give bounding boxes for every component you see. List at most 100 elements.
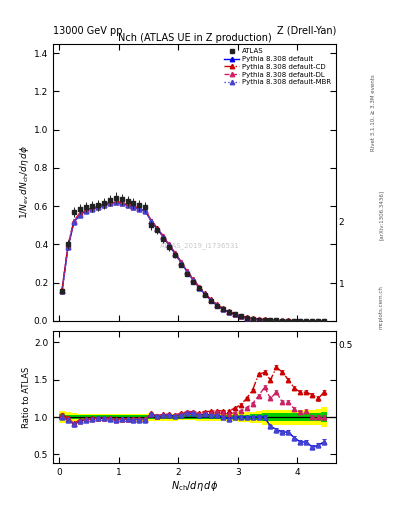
Pythia 8.308 default <box>292 317 297 324</box>
Pythia 8.308 default-MBR <box>232 311 237 317</box>
Bar <box>226 413 232 421</box>
Pythia 8.308 default <box>131 204 136 210</box>
Pythia 8.308 default-CD <box>125 201 130 207</box>
Pythia 8.308 default-DL <box>310 318 314 324</box>
Pythia 8.308 default-MBR <box>220 306 225 312</box>
Pythia 8.308 default-DL <box>304 317 309 324</box>
Pythia 8.308 default-CD <box>113 198 118 204</box>
Pythia 8.308 default-DL <box>316 318 321 324</box>
Pythia 8.308 default-DL <box>203 290 208 296</box>
Pythia 8.308 default-CD <box>137 205 142 211</box>
Pythia 8.308 default-MBR <box>131 204 136 210</box>
Pythia 8.308 default-DL <box>209 296 213 303</box>
Bar <box>166 414 172 420</box>
Bar <box>274 413 279 421</box>
Pythia 8.308 default-DL <box>95 203 100 209</box>
Bar <box>321 412 327 422</box>
Pythia 8.308 default-CD <box>238 312 243 318</box>
Bar <box>113 415 119 419</box>
Pythia 8.308 default-CD <box>226 308 231 314</box>
Pythia 8.308 default <box>280 317 285 324</box>
Pythia 8.308 default-CD <box>209 296 213 303</box>
Pythia 8.308 default-DL <box>83 207 88 214</box>
Pythia 8.308 default-MBR <box>155 226 160 232</box>
Text: mcplots.cern.ch: mcplots.cern.ch <box>379 285 384 329</box>
Bar <box>315 413 321 421</box>
Line: Pythia 8.308 default-MBR: Pythia 8.308 default-MBR <box>60 200 326 323</box>
Pythia 8.308 default <box>72 219 76 225</box>
Pythia 8.308 default-DL <box>244 314 249 321</box>
Pythia 8.308 default-DL <box>274 317 279 323</box>
Y-axis label: Ratio to ATLAS: Ratio to ATLAS <box>22 367 31 428</box>
Pythia 8.308 default-DL <box>119 200 124 206</box>
Pythia 8.308 default-CD <box>173 250 178 256</box>
Bar <box>83 414 89 420</box>
Pythia 8.308 default-MBR <box>310 318 314 324</box>
Pythia 8.308 default <box>95 204 100 210</box>
Pythia 8.308 default-MBR <box>95 204 100 210</box>
Pythia 8.308 default <box>316 318 321 324</box>
Text: 0.5: 0.5 <box>339 341 353 350</box>
Pythia 8.308 default <box>310 318 314 324</box>
Pythia 8.308 default <box>232 311 237 317</box>
Pythia 8.308 default-MBR <box>179 260 184 266</box>
Y-axis label: $1/N_{\rm ev}\,dN_{\rm ch}/d\eta\,d\phi$: $1/N_{\rm ev}\,dN_{\rm ch}/d\eta\,d\phi$ <box>18 145 31 219</box>
Pythia 8.308 default-CD <box>196 284 201 290</box>
Pythia 8.308 default-MBR <box>66 244 70 250</box>
Bar <box>255 411 262 423</box>
Bar <box>172 415 178 419</box>
Bar <box>196 415 202 419</box>
Text: 1: 1 <box>339 280 345 289</box>
Pythia 8.308 default-DL <box>191 276 195 282</box>
Pythia 8.308 default <box>107 200 112 206</box>
Pythia 8.308 default-CD <box>310 317 314 324</box>
Bar <box>59 414 65 420</box>
Pythia 8.308 default <box>262 317 267 323</box>
Bar <box>244 415 250 419</box>
Text: 2: 2 <box>339 218 344 227</box>
Pythia 8.308 default-CD <box>191 276 195 282</box>
Bar <box>196 414 202 420</box>
Bar <box>268 413 274 421</box>
Bar <box>65 412 71 422</box>
Pythia 8.308 default <box>149 219 154 225</box>
Pythia 8.308 default-MBR <box>173 251 178 257</box>
Pythia 8.308 default-MBR <box>161 233 165 240</box>
Pythia 8.308 default <box>304 318 309 324</box>
Text: Z (Drell-Yan): Z (Drell-Yan) <box>277 26 336 36</box>
Pythia 8.308 default-MBR <box>262 317 267 323</box>
Pythia 8.308 default-MBR <box>274 317 279 324</box>
Pythia 8.308 default-CD <box>161 233 165 239</box>
Pythia 8.308 default-DL <box>256 316 261 323</box>
Pythia 8.308 default-MBR <box>167 242 172 248</box>
Pythia 8.308 default-MBR <box>250 316 255 322</box>
Pythia 8.308 default <box>274 317 279 324</box>
Bar <box>232 413 238 421</box>
Pythia 8.308 default-CD <box>215 301 219 307</box>
Pythia 8.308 default-DL <box>155 225 160 231</box>
Bar <box>172 414 178 420</box>
Pythia 8.308 default <box>90 206 94 212</box>
Pythia 8.308 default-DL <box>196 284 201 290</box>
Text: ATLAS_2019_I1736531: ATLAS_2019_I1736531 <box>160 243 240 249</box>
Bar <box>130 415 136 419</box>
Pythia 8.308 default-MBR <box>101 202 106 208</box>
Pythia 8.308 default-MBR <box>149 219 154 225</box>
Line: Pythia 8.308 default: Pythia 8.308 default <box>60 200 326 323</box>
Bar <box>202 413 208 421</box>
Bar <box>303 413 309 421</box>
Bar <box>136 414 142 420</box>
Pythia 8.308 default <box>155 226 160 232</box>
Bar <box>107 415 113 419</box>
Pythia 8.308 default-DL <box>226 309 231 315</box>
Pythia 8.308 default-CD <box>244 314 249 320</box>
Pythia 8.308 default-DL <box>185 268 189 274</box>
Pythia 8.308 default <box>119 200 124 206</box>
Title: Nch (ATLAS UE in Z production): Nch (ATLAS UE in Z production) <box>118 33 272 42</box>
Bar <box>232 415 238 419</box>
Bar <box>274 410 279 424</box>
Pythia 8.308 default <box>238 313 243 319</box>
Pythia 8.308 default <box>209 297 213 304</box>
Bar <box>220 414 226 421</box>
Pythia 8.308 default-DL <box>66 243 70 249</box>
